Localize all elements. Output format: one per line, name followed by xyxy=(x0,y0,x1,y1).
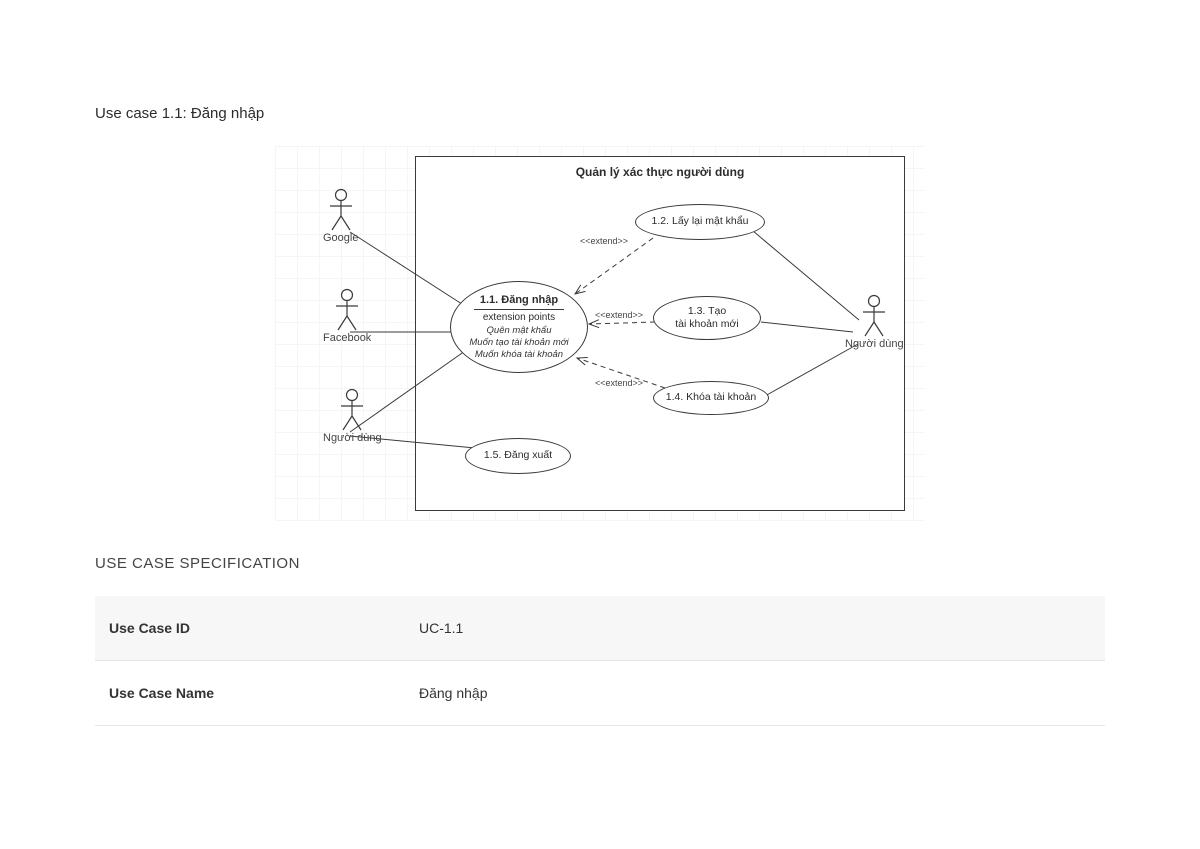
extend-label: <<extend>> xyxy=(580,236,628,246)
usecase-uc11: 1.1. Đăng nhậpextension pointsQuên mật k… xyxy=(450,281,588,373)
spec-heading: USE CASE SPECIFICATION xyxy=(95,555,1105,572)
actor-facebook: Facebook xyxy=(323,288,371,344)
actor-label: Facebook xyxy=(323,332,371,344)
spec-label: Use Case ID xyxy=(109,620,419,636)
system-title: Quản lý xác thực người dùng xyxy=(416,165,904,179)
use-case-diagram: Quản lý xác thực người dùng <<extend>> <<e… xyxy=(275,146,925,521)
actor-label: Người dùng xyxy=(845,338,904,350)
actor-label: Google xyxy=(323,232,358,244)
spec-value: UC-1.1 xyxy=(419,620,463,636)
page-title: Use case 1.1: Đăng nhập xyxy=(95,105,1105,122)
spec-table: Use Case IDUC-1.1Use Case NameĐăng nhập xyxy=(95,596,1105,726)
usecase-uc15: 1.5. Đăng xuất xyxy=(465,438,571,474)
usecase-uc13: 1.3. Tạotài khoản mới xyxy=(653,296,761,340)
actor-nguoidung1: Người dùng xyxy=(323,388,382,444)
usecase-uc14: 1.4. Khóa tài khoản xyxy=(653,381,769,415)
diagram-container: Quản lý xác thực người dùng <<extend>> <<e… xyxy=(95,146,1105,521)
actor-label: Người dùng xyxy=(323,432,382,444)
usecase-uc12: 1.2. Lấy lại mật khẩu xyxy=(635,204,765,240)
table-row: Use Case IDUC-1.1 xyxy=(95,596,1105,661)
spec-value: Đăng nhập xyxy=(419,685,488,701)
actor-nguoidung2: Người dùng xyxy=(845,294,904,350)
spec-label: Use Case Name xyxy=(109,685,419,701)
extend-label: <<extend>> xyxy=(595,310,643,320)
extend-label: <<extend>> xyxy=(595,378,643,388)
actor-google: Google xyxy=(323,188,358,244)
table-row: Use Case NameĐăng nhập xyxy=(95,661,1105,726)
